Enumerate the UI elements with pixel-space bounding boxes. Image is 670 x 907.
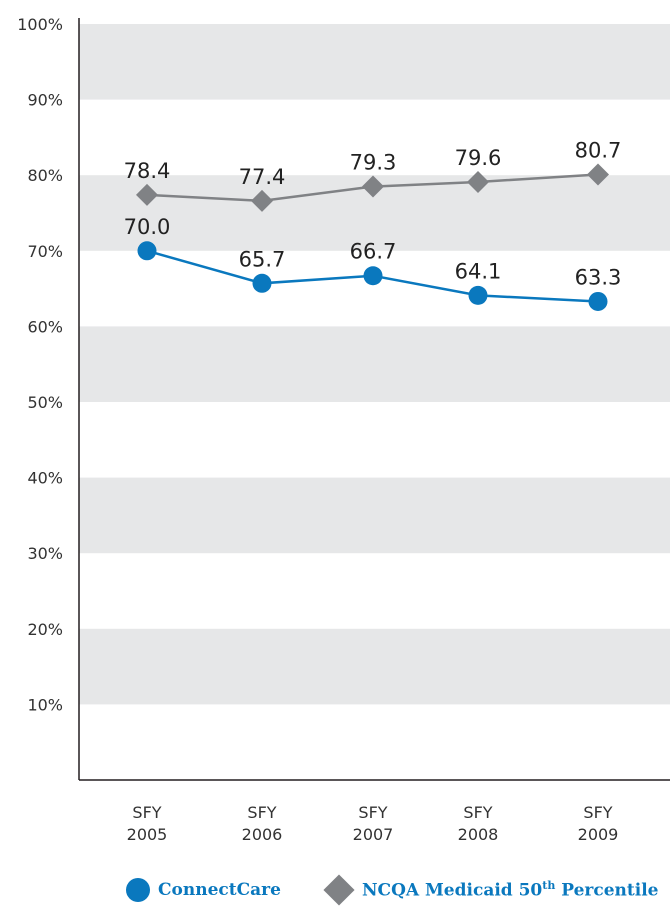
data-label: 63.3 [575, 265, 622, 289]
data-label: 77.4 [239, 165, 286, 189]
y-tick-label: 90% [27, 91, 63, 110]
axes [78, 18, 670, 781]
x-tick-label-line: 2007 [353, 825, 394, 844]
data-label: 78.4 [124, 159, 171, 183]
x-tick-label-line: SFY [463, 803, 492, 822]
y-axis-ticks: 10% 20% 30% 40% 50% 60% 70% 80% 90% 100% [17, 15, 63, 714]
data-labels: 70.0 65.7 66.7 64.1 63.3 78.4 77.4 79.3 79.6 80.7 [124, 138, 622, 289]
data-point-diamond [136, 183, 158, 206]
x-tick-label-line: SFY [358, 803, 387, 822]
data-label: 79.3 [350, 151, 397, 175]
y-tick-label: 40% [27, 469, 63, 488]
x-tick-label: SFY 2006 [242, 803, 283, 844]
data-point-circle [252, 273, 272, 293]
legend-item-connectcare: ConnectCare [126, 874, 281, 906]
x-tick-label-line: 2008 [458, 825, 499, 844]
data-label: 79.6 [455, 146, 502, 170]
legend-label-ncqa: NCQA Medicaid 50th Percentile [362, 879, 659, 901]
x-tick-label: SFY 2008 [458, 803, 499, 844]
x-tick-label-line: 2009 [578, 825, 619, 844]
grid-bands [79, 24, 670, 705]
legend-label-connectcare: ConnectCare [158, 880, 281, 900]
y-tick-label: 70% [27, 242, 63, 261]
legend-circle-icon [126, 878, 150, 902]
data-point-circle [588, 291, 608, 311]
data-point-diamond [467, 171, 489, 194]
legend-label-ncqa-sup: th [542, 879, 556, 893]
grid-band [79, 628, 670, 705]
x-tick-label: SFY 2007 [353, 803, 394, 844]
legend-item-ncqa: NCQA Medicaid 50th Percentile [322, 874, 659, 906]
x-tick-label-line: SFY [583, 803, 612, 822]
grid-band [79, 477, 670, 554]
legend-label-ncqa-suffix: Percentile [555, 880, 659, 901]
x-tick-label: SFY 2005 [127, 803, 168, 844]
x-tick-label: SFY 2009 [578, 803, 619, 844]
y-tick-label: 30% [27, 544, 63, 563]
data-point-circle [468, 285, 488, 305]
y-tick-label: 20% [27, 620, 63, 639]
data-point-circle [137, 241, 157, 261]
y-tick-label: 10% [27, 695, 63, 714]
y-tick-label: 80% [27, 166, 63, 185]
x-tick-label-line: 2006 [242, 825, 283, 844]
grid-band [79, 24, 670, 100]
y-tick-label: 100% [17, 15, 63, 34]
data-point-diamond [587, 163, 609, 186]
legend-label-ncqa-prefix: NCQA Medicaid 50 [362, 880, 543, 901]
data-label: 66.7 [350, 240, 397, 264]
data-label: 80.7 [575, 138, 622, 162]
x-tick-label-line: SFY [247, 803, 276, 822]
data-point-circle [363, 266, 383, 286]
x-tick-label-line: 2005 [127, 825, 168, 844]
data-label: 65.7 [239, 247, 286, 271]
data-point-diamond [251, 189, 273, 212]
data-label: 70.0 [124, 215, 171, 239]
legend-diamond-icon [323, 874, 355, 906]
data-point-diamond [362, 175, 384, 198]
y-tick-label: 60% [27, 317, 63, 336]
x-axis-ticks: SFY 2005 SFY 2006 SFY 2007 SFY 2008 SFY 2009 [127, 803, 619, 844]
grid-band [79, 326, 670, 402]
data-label: 64.1 [455, 259, 502, 283]
line-chart: 10%20%30%40%50%60%70%80%90%100% SFY 2005S… [17, 15, 670, 844]
series-group [136, 163, 609, 311]
y-tick-label: 50% [27, 393, 63, 412]
x-tick-label-line: SFY [132, 803, 161, 822]
